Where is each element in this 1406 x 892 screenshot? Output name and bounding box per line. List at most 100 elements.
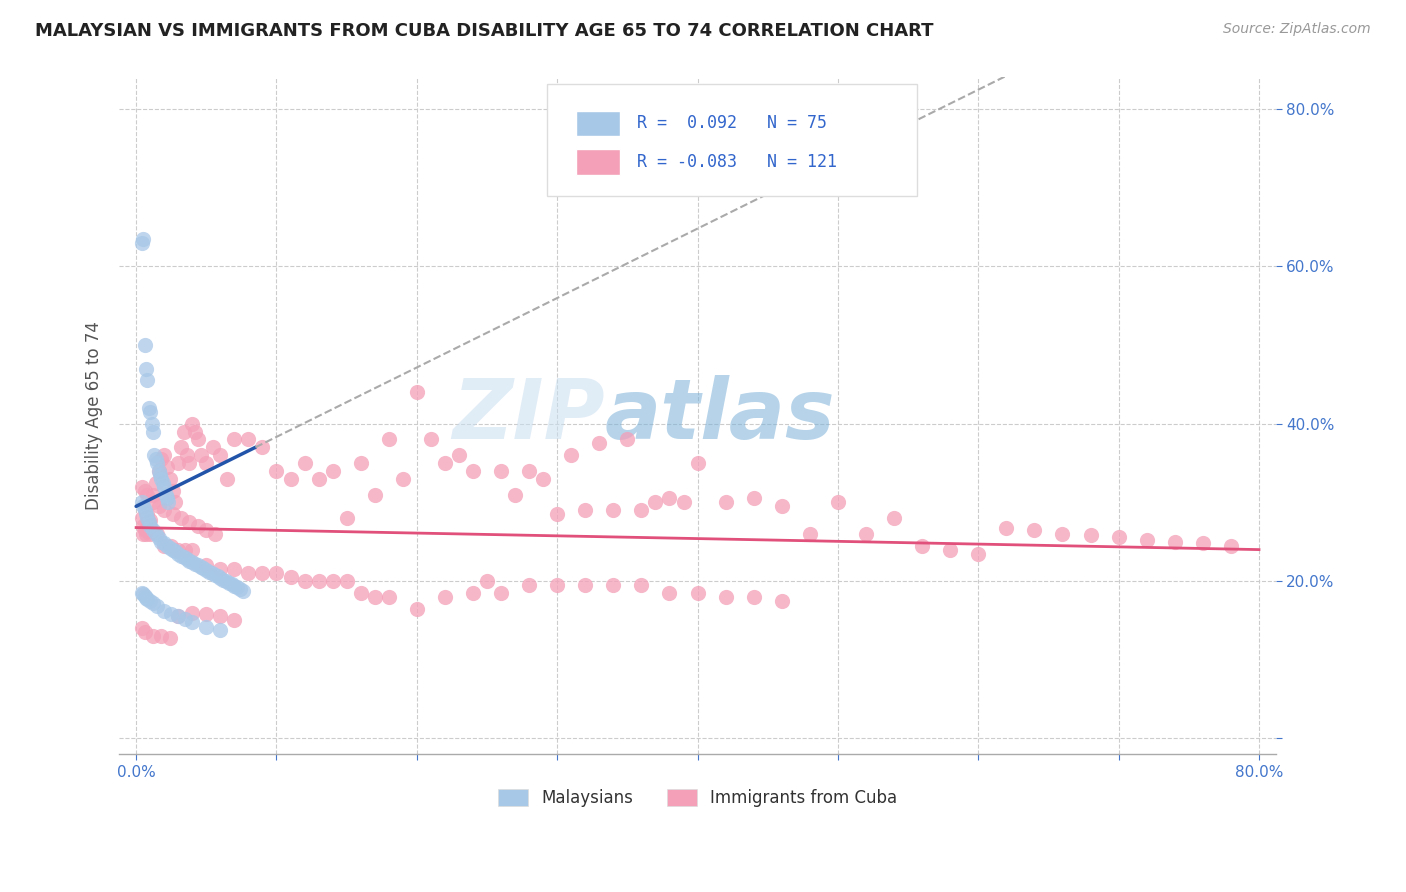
Point xyxy=(135,507,157,521)
Point xyxy=(134,523,156,537)
Point xyxy=(322,574,344,588)
Point xyxy=(131,480,153,494)
Point xyxy=(742,590,765,604)
Point xyxy=(135,527,157,541)
Point xyxy=(156,491,179,506)
Point xyxy=(883,511,905,525)
Point xyxy=(160,539,183,553)
Point xyxy=(155,487,177,501)
Point xyxy=(174,612,197,626)
Point xyxy=(179,456,201,470)
Point xyxy=(266,464,288,478)
Point xyxy=(142,487,165,501)
Point xyxy=(181,555,204,569)
Point xyxy=(179,553,201,567)
Point xyxy=(146,456,169,470)
Point xyxy=(658,491,681,506)
Point xyxy=(616,433,638,447)
Point xyxy=(574,578,596,592)
Point xyxy=(131,586,153,600)
FancyBboxPatch shape xyxy=(547,84,917,196)
Point xyxy=(131,495,153,509)
Point xyxy=(209,571,232,585)
Point xyxy=(145,452,167,467)
Point xyxy=(136,373,159,387)
Point xyxy=(195,620,218,634)
Point xyxy=(135,361,157,376)
Point xyxy=(221,577,243,591)
Point xyxy=(419,433,441,447)
Point xyxy=(560,448,582,462)
Point xyxy=(202,440,225,454)
Point xyxy=(1136,533,1159,548)
Point xyxy=(167,609,190,624)
Point xyxy=(136,523,159,537)
Point xyxy=(150,629,173,643)
Point xyxy=(173,425,195,439)
Point xyxy=(238,433,260,447)
Point xyxy=(770,500,793,514)
Point xyxy=(150,534,173,549)
Point xyxy=(574,503,596,517)
Point xyxy=(204,567,226,582)
Point xyxy=(252,440,274,454)
Point xyxy=(855,527,877,541)
Point xyxy=(405,601,427,615)
Point xyxy=(142,495,165,509)
Point xyxy=(131,621,153,635)
Point xyxy=(714,495,737,509)
Point xyxy=(145,527,167,541)
Point xyxy=(827,495,849,509)
Point xyxy=(138,401,160,415)
Point xyxy=(153,448,176,462)
Point xyxy=(503,487,526,501)
Point xyxy=(132,232,155,246)
Point xyxy=(364,487,387,501)
Point xyxy=(630,503,652,517)
Point xyxy=(489,586,512,600)
Point xyxy=(134,483,156,498)
Point xyxy=(1192,536,1215,550)
Point xyxy=(173,550,195,565)
Point xyxy=(939,542,962,557)
Point xyxy=(252,566,274,581)
Point xyxy=(153,536,176,550)
Point xyxy=(181,417,204,431)
Point xyxy=(1108,530,1130,544)
Point xyxy=(630,578,652,592)
Point xyxy=(546,507,568,521)
Point xyxy=(162,507,184,521)
Point xyxy=(153,604,176,618)
Point xyxy=(280,570,302,584)
Legend: Malaysians, Immigrants from Cuba: Malaysians, Immigrants from Cuba xyxy=(491,782,904,814)
Point xyxy=(134,503,156,517)
Point xyxy=(176,448,198,462)
Point xyxy=(911,539,934,553)
Point xyxy=(131,235,153,250)
Point xyxy=(209,562,232,576)
Point xyxy=(187,519,209,533)
Point xyxy=(184,425,207,439)
Point xyxy=(136,511,159,525)
Point xyxy=(266,566,288,581)
Point xyxy=(602,578,624,592)
Point xyxy=(350,456,373,470)
Point xyxy=(391,472,413,486)
Point xyxy=(156,539,179,553)
Point xyxy=(141,417,163,431)
Point xyxy=(153,480,176,494)
Point xyxy=(162,542,184,557)
Point xyxy=(139,513,162,527)
Point xyxy=(686,456,709,470)
Point xyxy=(799,527,821,541)
Point xyxy=(142,523,165,537)
Point xyxy=(165,544,187,558)
Point xyxy=(229,582,252,596)
Point xyxy=(1052,527,1074,541)
Point xyxy=(218,575,240,590)
Point xyxy=(170,511,193,525)
Point xyxy=(176,552,198,566)
Point xyxy=(1080,528,1102,542)
Point xyxy=(132,500,155,514)
Text: MALAYSIAN VS IMMIGRANTS FROM CUBA DISABILITY AGE 65 TO 74 CORRELATION CHART: MALAYSIAN VS IMMIGRANTS FROM CUBA DISABI… xyxy=(35,22,934,40)
